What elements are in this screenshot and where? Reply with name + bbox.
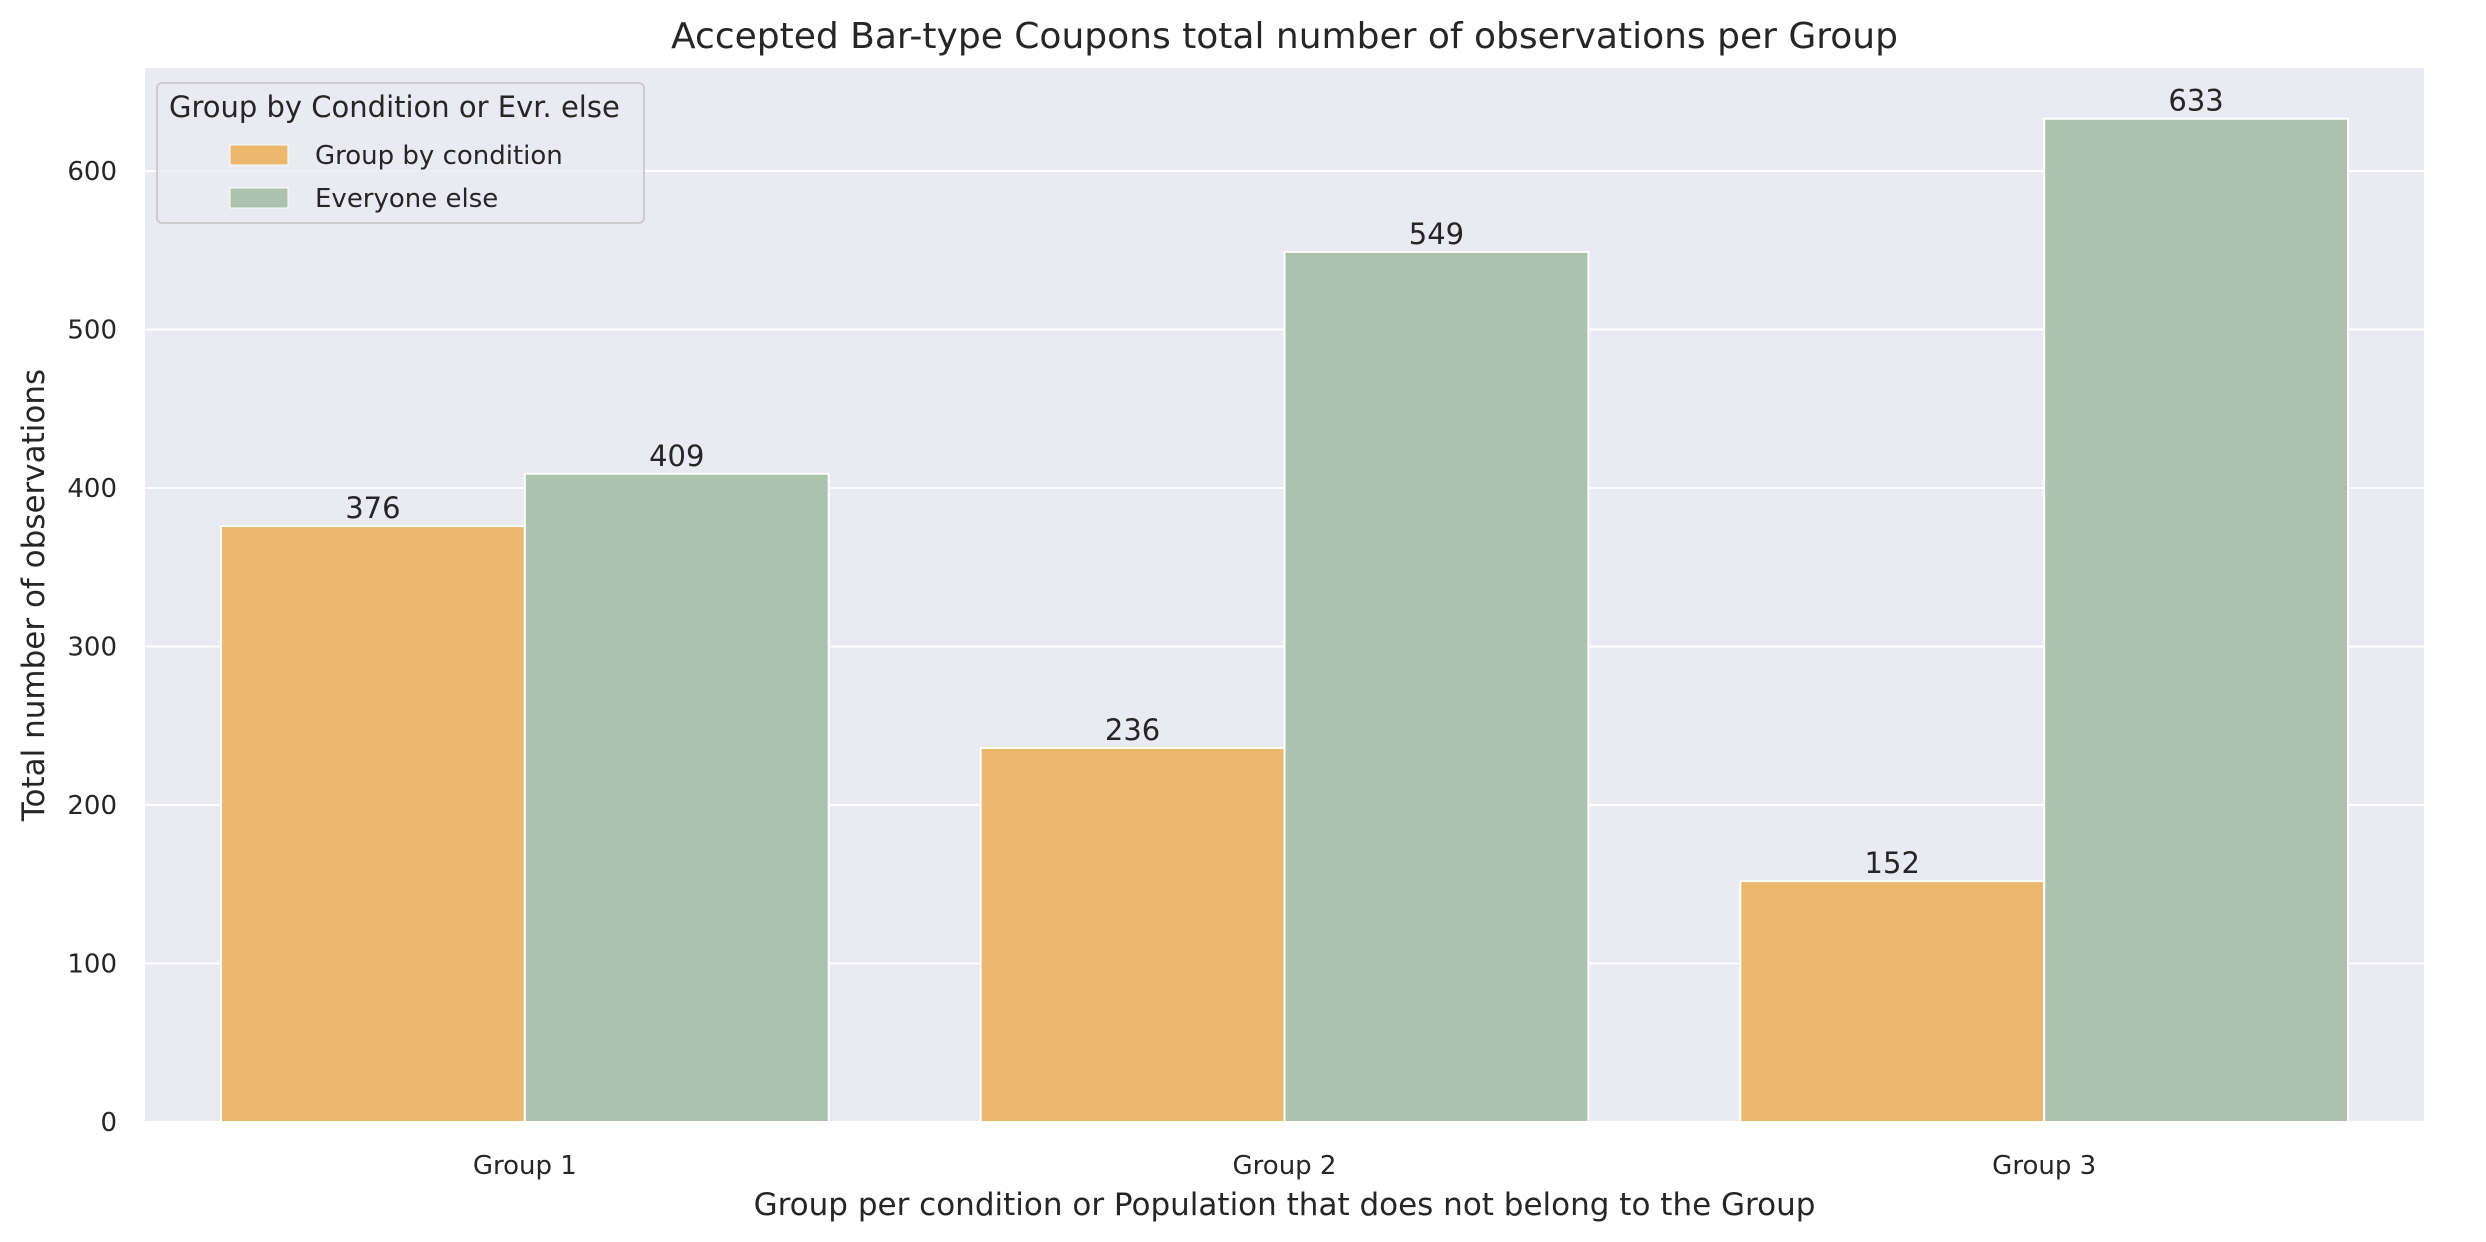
data-label: 633 <box>2168 84 2223 118</box>
legend-title: Group by Condition or Evr. else <box>169 90 620 124</box>
legend-items: Group by condition Everyone else <box>229 141 563 214</box>
y-tick-label: 100 <box>67 950 117 980</box>
x-tick-label: Group 3 <box>1992 1151 2096 1181</box>
legend-swatch <box>229 187 289 209</box>
bar-group-by-condition-2 <box>979 746 1286 1123</box>
y-tick-label: 200 <box>67 791 117 821</box>
chart-title: Accepted Bar-type Coupons total number o… <box>671 16 1898 57</box>
legend: Group by Condition or Evr. else Group by… <box>156 82 645 224</box>
x-axis-label: Group per condition or Population that d… <box>754 1187 1816 1223</box>
data-labels: 376 409 236 549 152 633 <box>345 84 2224 880</box>
data-label: 409 <box>649 439 704 473</box>
legend-entry-label: Group by condition <box>315 141 563 171</box>
y-tick-label: 0 <box>100 1108 117 1138</box>
y-tick-label: 500 <box>67 316 117 346</box>
y-axis-label: Total number of observations <box>16 369 52 822</box>
bar-everyone-else-3 <box>2043 117 2350 1123</box>
y-tick-label: 300 <box>67 633 117 663</box>
y-tick-label: 400 <box>67 474 117 504</box>
y-axis-ticks: 0 100 200 300 400 500 600 <box>67 157 117 1138</box>
bar-group-by-condition-1 <box>219 525 526 1123</box>
bar-everyone-else-1 <box>523 472 830 1123</box>
bar-group-by-condition-3 <box>1739 880 2046 1123</box>
data-label: 549 <box>1409 217 1464 251</box>
data-label: 376 <box>345 491 400 525</box>
x-tick-label: Group 1 <box>473 1151 577 1181</box>
data-label: 152 <box>1865 846 1920 880</box>
legend-entry-label: Everyone else <box>315 184 498 214</box>
data-label: 236 <box>1105 713 1160 747</box>
legend-swatch <box>229 144 289 166</box>
bars <box>219 117 2350 1123</box>
x-tick-label: Group 2 <box>1233 1151 1337 1181</box>
x-axis-ticks: Group 1 Group 2 Group 3 <box>473 1151 2096 1181</box>
bar-everyone-else-2 <box>1283 250 1590 1123</box>
y-tick-label: 600 <box>67 157 117 187</box>
